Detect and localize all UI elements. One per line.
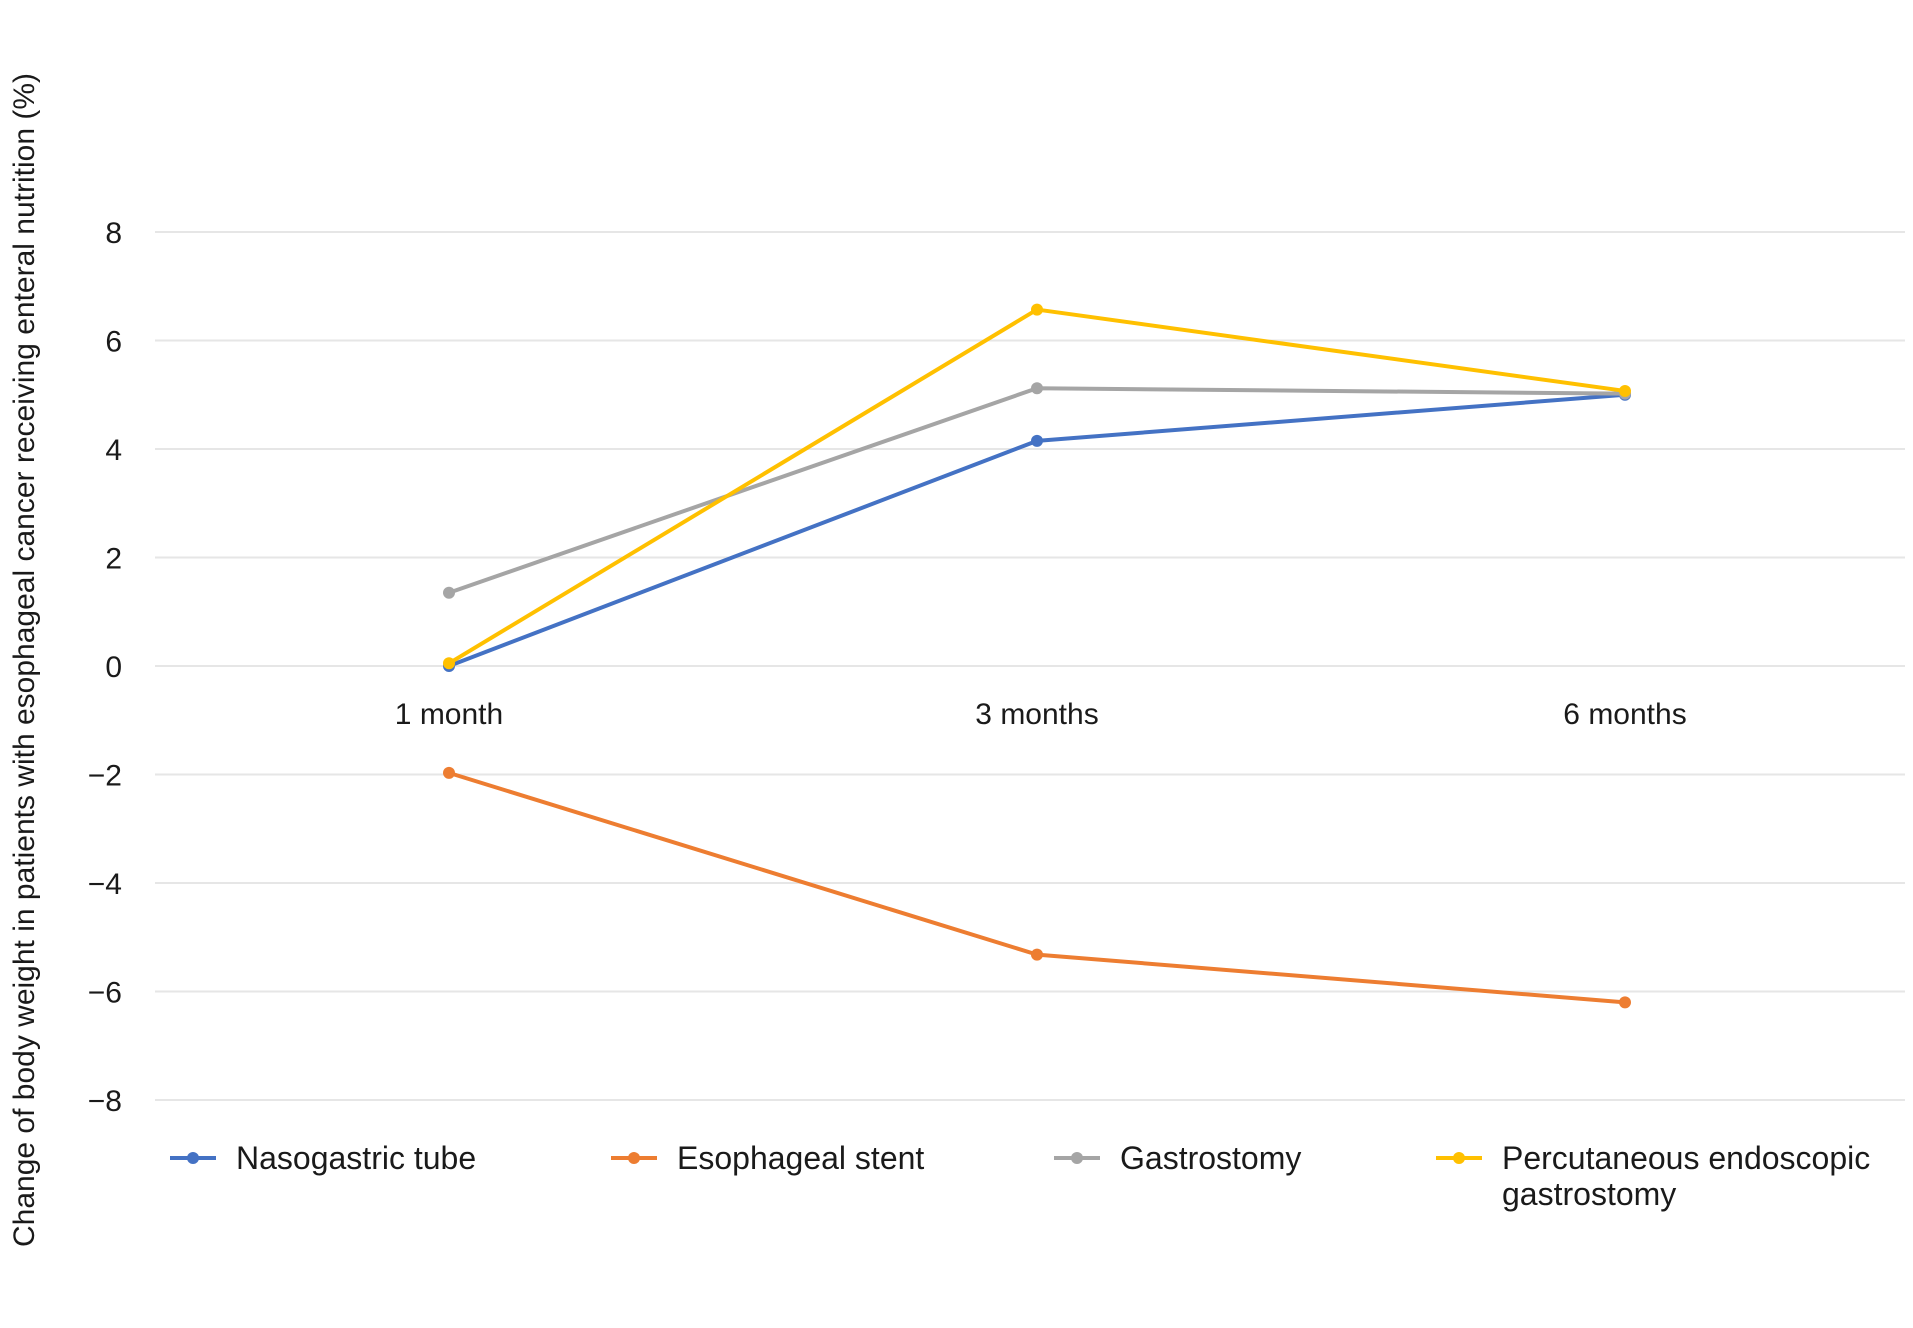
data-point bbox=[1031, 434, 1043, 447]
data-point bbox=[1031, 382, 1043, 395]
legend-marker bbox=[1453, 1152, 1465, 1164]
x-axis-ticks: 1 month 3 months 6 months bbox=[395, 698, 1687, 731]
series-line bbox=[447, 307, 1627, 666]
data-point bbox=[443, 657, 455, 670]
data-point bbox=[1031, 948, 1043, 961]
x-tick-label: 6 months bbox=[1563, 698, 1686, 731]
y-axis-ticks: 8 6 4 2 0 −2 −4 −6 −8 bbox=[88, 217, 122, 1118]
data-point bbox=[443, 766, 455, 779]
x-tick-label: 1 month bbox=[395, 698, 503, 731]
y-tick-label: −4 bbox=[88, 868, 122, 901]
x-tick-label: 3 months bbox=[975, 698, 1098, 731]
y-tick-label: −2 bbox=[88, 760, 122, 793]
y-tick-label: 4 bbox=[105, 434, 122, 467]
legend-marker bbox=[187, 1152, 199, 1164]
y-tick-label: 8 bbox=[105, 217, 122, 250]
data-point bbox=[1619, 384, 1631, 397]
legend-marker bbox=[1071, 1152, 1083, 1164]
series-line bbox=[447, 386, 1627, 595]
y-tick-label: −8 bbox=[88, 1085, 122, 1118]
series-line bbox=[447, 770, 1627, 1005]
legend-label: Esophageal stent bbox=[677, 1140, 924, 1176]
gridlines bbox=[155, 231, 1905, 1101]
y-tick-label: 6 bbox=[105, 326, 122, 359]
legend-marker bbox=[628, 1152, 640, 1164]
y-tick-label: 0 bbox=[105, 651, 122, 684]
y-tick-label: 2 bbox=[105, 543, 122, 576]
legend-label: Gastrostomy bbox=[1120, 1140, 1301, 1176]
data-point bbox=[1619, 996, 1631, 1009]
y-tick-label: −6 bbox=[88, 977, 122, 1010]
legend-label: Nasogastric tube bbox=[236, 1140, 476, 1176]
legend-label: Percutaneous endoscopic gastrostomy bbox=[1502, 1140, 1870, 1212]
y-axis-title: Change of body weight in patients with e… bbox=[8, 73, 41, 1247]
data-point bbox=[443, 586, 455, 599]
legend: Nasogastric tube Esophageal stent Gastrost… bbox=[170, 1140, 1870, 1212]
data-point bbox=[1031, 303, 1043, 316]
series-lines bbox=[443, 303, 1631, 1009]
